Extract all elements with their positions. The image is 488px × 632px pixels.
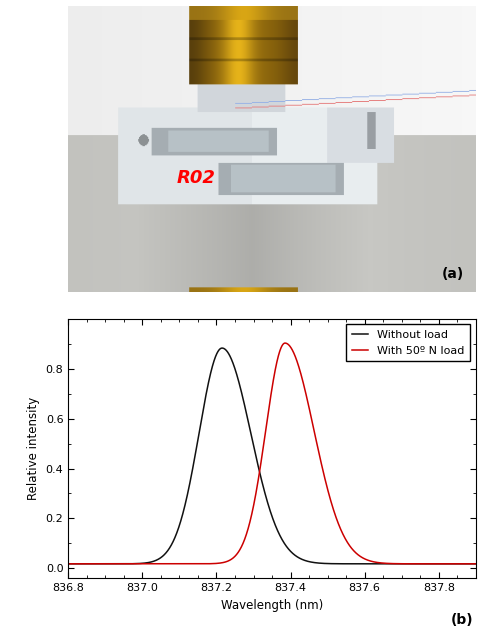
Without load (435, 560, 441, 568)
Line: With 50º N load: With 50º N load (50, 343, 488, 564)
With 50º N load (47, 560, 53, 568)
With 50º N load (217, 559, 223, 567)
Text: R02: R02 (177, 169, 216, 187)
Without load (47, 560, 53, 568)
Line: Without load: Without load (50, 348, 488, 564)
With 50º N load (237, 547, 243, 554)
With 50º N load (483, 560, 488, 568)
Text: (b): (b) (451, 613, 473, 627)
X-axis label: Wavelength (nm): Wavelength (nm) (221, 599, 323, 612)
Without load (219, 344, 225, 352)
With 50º N load (124, 560, 130, 568)
Without load (483, 560, 488, 568)
Without load (98, 560, 103, 568)
Legend: Without load, With 50º N load: Without load, With 50º N load (346, 324, 470, 361)
Without load (124, 560, 130, 568)
Without load (478, 560, 484, 568)
Text: (a): (a) (441, 267, 464, 281)
With 50º N load (435, 560, 441, 568)
Without load (237, 381, 243, 389)
With 50º N load (98, 560, 103, 568)
Y-axis label: Relative intensity: Relative intensity (27, 397, 40, 500)
With 50º N load (282, 339, 288, 347)
Without load (217, 345, 223, 353)
